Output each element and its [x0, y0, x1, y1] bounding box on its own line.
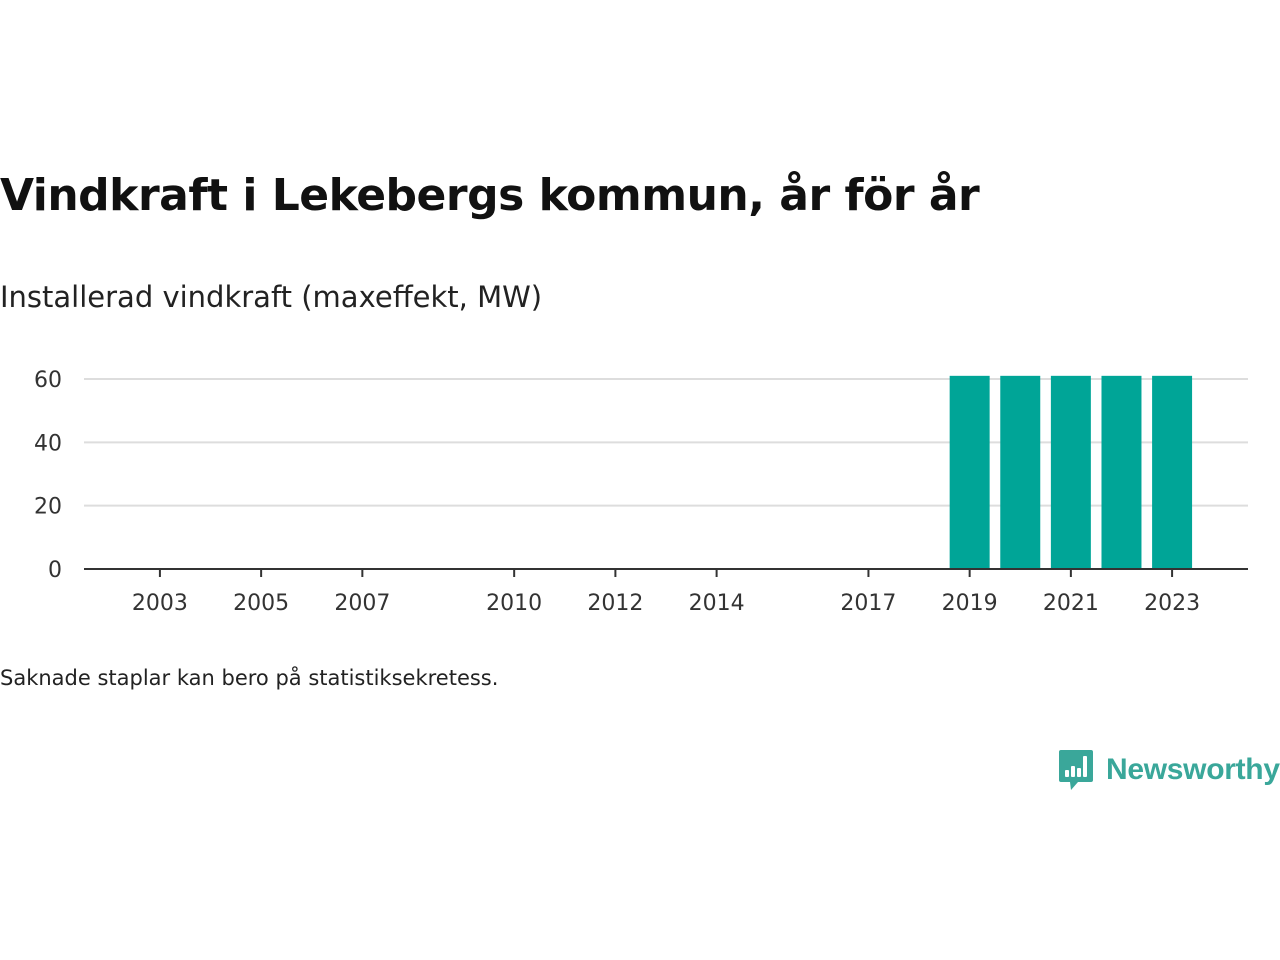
x-tick-label: 2007 [334, 591, 390, 616]
y-tick-label: 0 [48, 558, 62, 583]
bar [1152, 375, 1193, 569]
x-axis [84, 568, 1248, 577]
x-tick-label: 2014 [689, 591, 745, 616]
x-tick-label: 2010 [486, 591, 542, 616]
bars [949, 375, 1193, 569]
x-tick-label: 2019 [942, 591, 998, 616]
bar [1000, 375, 1041, 569]
footnote: Saknade staplar kan bero på statistiksek… [0, 666, 499, 690]
y-axis-labels: 0 20 40 60 [34, 368, 62, 583]
bar [1101, 375, 1142, 569]
bar-chart-speech-bubble-icon [1059, 750, 1093, 790]
bar [949, 375, 990, 569]
x-tick-label: 2017 [840, 591, 896, 616]
y-tick-label: 60 [34, 368, 62, 393]
x-axis-labels: 2003 2005 2007 2010 2012 2014 2017 2019 2021 2023 [132, 591, 1200, 616]
x-tick-label: 2012 [587, 591, 643, 616]
brand-name: Newsworthy [1106, 753, 1280, 786]
page-title: Vindkraft i Lekebergs kommun, år för år [0, 170, 980, 221]
x-tick-label: 2021 [1043, 591, 1099, 616]
x-tick-label: 2023 [1144, 591, 1200, 616]
bar-chart: 0 20 40 60 2003 2005 2007 2010 2012 2014 2017 2019… [34, 368, 1248, 616]
y-tick-label: 20 [34, 495, 62, 520]
x-tick-label: 2005 [233, 591, 289, 616]
chart-subtitle: Installerad vindkraft (maxeffekt, MW) [0, 280, 543, 314]
x-tick-label: 2003 [132, 591, 188, 616]
brand-logo: Newsworthy [1058, 748, 1280, 792]
y-tick-label: 40 [34, 431, 62, 456]
bar [1050, 375, 1091, 569]
